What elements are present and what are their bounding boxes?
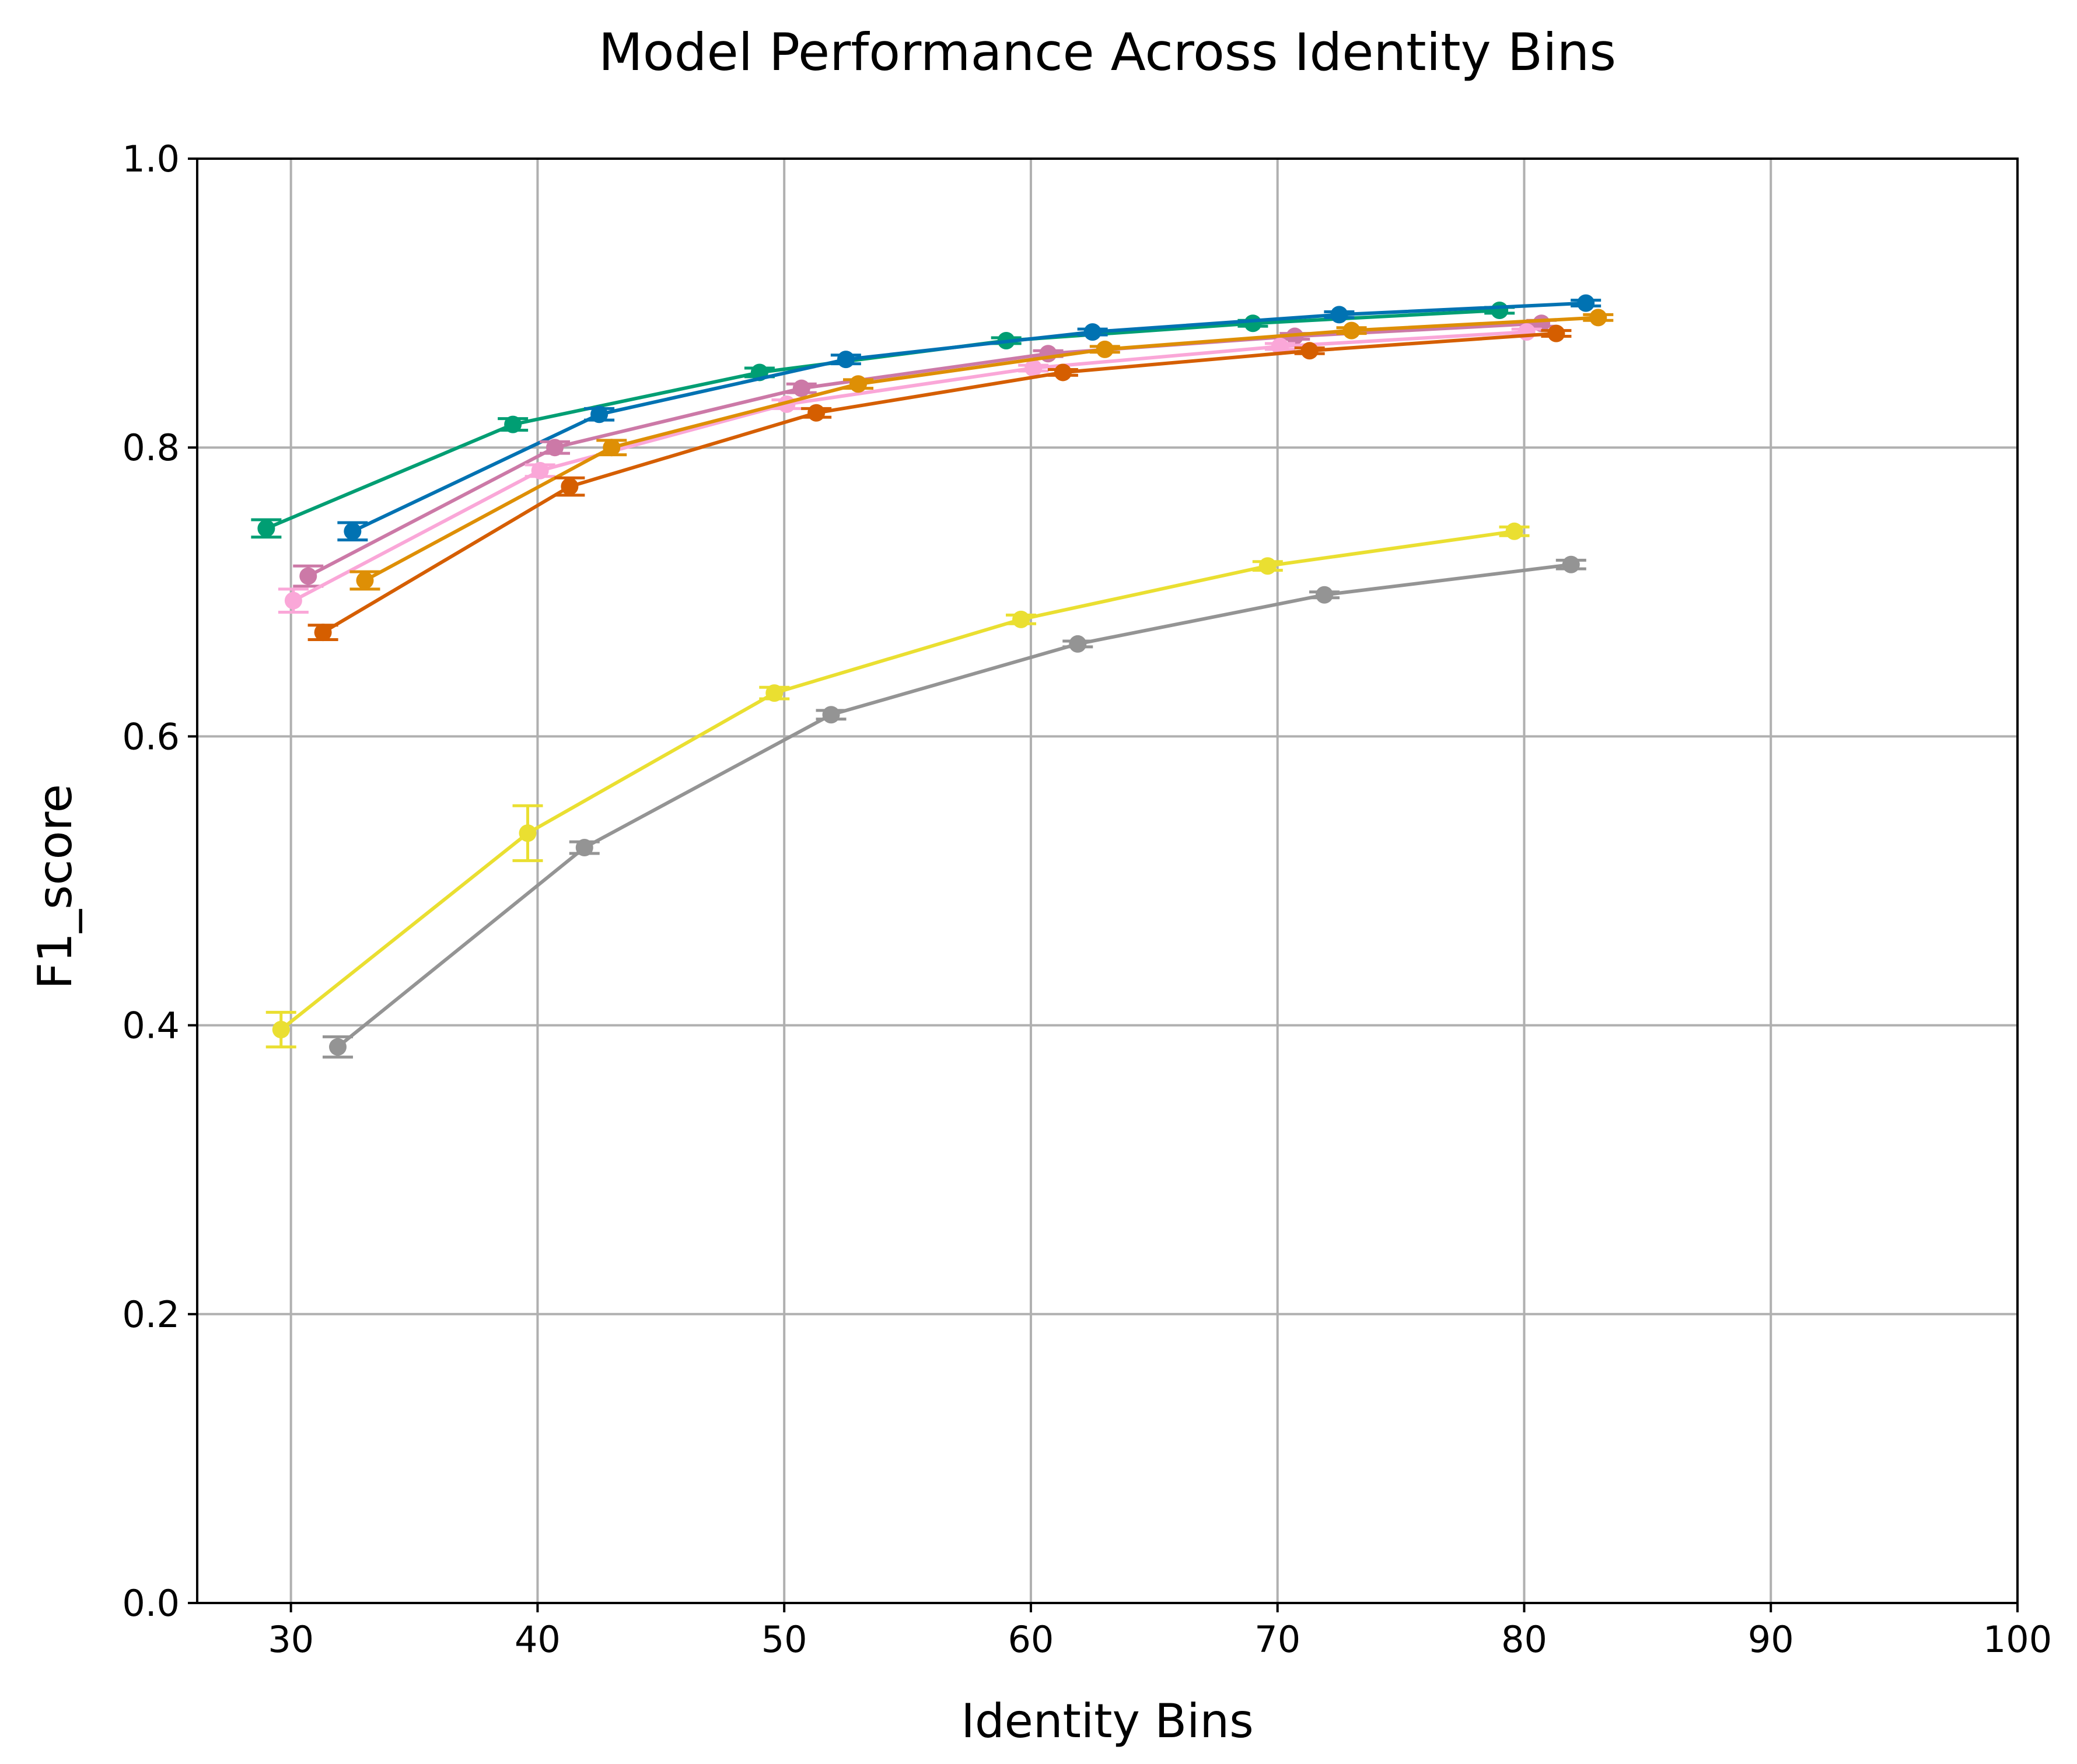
data-point: [344, 522, 362, 540]
data-point: [314, 624, 332, 642]
data-point: [1258, 557, 1277, 575]
data-point: [1244, 314, 1262, 332]
series-line: [322, 331, 1557, 634]
y-tick-label: 0.6: [122, 715, 180, 758]
series-5: [349, 309, 1614, 591]
data-point: [590, 405, 609, 424]
data-point: [1330, 306, 1348, 324]
data-point: [1562, 555, 1580, 573]
x-tick-label: 40: [515, 1618, 561, 1661]
ticks: 30 40 50 60 70 80 90 100 0.0 0.2 0.4 0.6 0.8 1.0: [122, 138, 2052, 1661]
data-point: [1012, 610, 1030, 628]
data-point: [1054, 363, 1072, 382]
y-tick-label: 0.2: [122, 1293, 180, 1336]
data-point: [1069, 635, 1087, 653]
x-tick-label: 90: [1748, 1618, 1794, 1661]
x-tick-label: 80: [1501, 1618, 1547, 1661]
data-point: [504, 415, 522, 433]
series-1: [251, 301, 1515, 539]
data-point: [1342, 321, 1361, 340]
data-point: [299, 567, 317, 585]
data-point: [1491, 301, 1509, 319]
data-point: [561, 478, 579, 496]
data-point: [849, 375, 868, 393]
data-point: [328, 1038, 347, 1056]
data-point: [546, 439, 564, 457]
data-point: [1547, 324, 1565, 342]
y-tick-label: 0.4: [122, 1005, 180, 1047]
data-point: [531, 461, 549, 480]
x-tick-label: 70: [1254, 1618, 1300, 1661]
data-point: [272, 1021, 290, 1039]
data-point: [1517, 323, 1536, 341]
series-4: [278, 323, 1542, 614]
data-point: [1505, 522, 1523, 540]
x-tick-label: 50: [761, 1618, 807, 1661]
data-point: [1589, 309, 1607, 327]
series-6: [307, 324, 1572, 642]
series-7: [265, 522, 1530, 1049]
x-tick-label: 100: [1983, 1618, 2052, 1661]
y-tick-label: 0.0: [122, 1582, 180, 1625]
data-point: [1577, 294, 1595, 312]
y-tick-label: 1.0: [122, 138, 180, 180]
data-point: [1024, 359, 1043, 377]
data-point: [807, 404, 826, 422]
data-point: [257, 519, 275, 537]
series-layer: [251, 294, 1614, 1059]
series-line: [279, 529, 1515, 1031]
y-axis-label: F1_score: [28, 784, 82, 989]
data-point: [1271, 337, 1289, 355]
series-line: [337, 562, 1572, 1049]
series-2: [337, 294, 1602, 542]
data-point: [1316, 586, 1334, 604]
data-point: [837, 351, 855, 369]
data-point: [356, 571, 374, 589]
data-point: [603, 439, 621, 457]
data-point: [284, 592, 302, 610]
x-tick-label: 30: [268, 1618, 314, 1661]
y-tick-label: 0.8: [122, 426, 180, 469]
chart-title: Model Performance Across Identity Bins: [599, 22, 1616, 82]
data-point: [1096, 340, 1114, 358]
series-line: [307, 321, 1542, 578]
series-line: [352, 301, 1586, 533]
data-point: [822, 706, 840, 724]
x-tick-label: 60: [1008, 1618, 1054, 1661]
data-point: [575, 839, 593, 857]
x-axis-label: Identity Bins: [961, 1694, 1254, 1748]
data-point: [1300, 342, 1319, 360]
series-line: [364, 316, 1599, 582]
data-point: [1083, 323, 1102, 341]
series-8: [322, 555, 1586, 1059]
series-3: [293, 314, 1557, 588]
data-point: [792, 379, 810, 397]
series-line: [292, 330, 1527, 603]
data-point: [519, 824, 537, 842]
data-point: [765, 684, 784, 702]
plot-frame: [196, 158, 2019, 1604]
